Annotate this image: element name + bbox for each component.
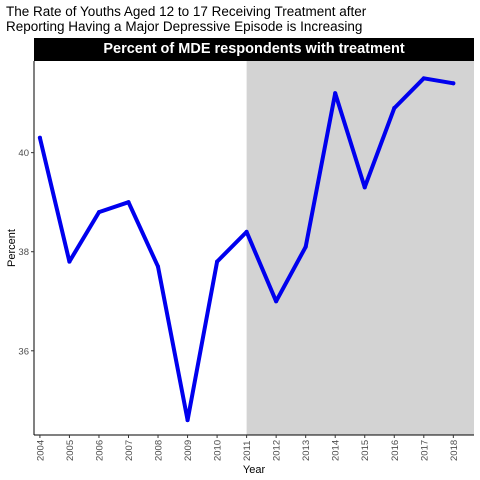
x-tick-label: 2006 — [94, 440, 105, 461]
chart-title-line-1: The Rate of Youths Aged 12 to 17 Receivi… — [6, 4, 367, 19]
x-tick-label: 2010 — [213, 440, 224, 461]
x-tick-label: 2007 — [124, 440, 135, 461]
chart-title-line-2: Reporting Having a Major Depressive Epis… — [6, 19, 363, 34]
x-tick-label: 2016 — [390, 440, 401, 461]
data-point — [451, 81, 456, 86]
x-tick-label: 2004 — [35, 440, 46, 461]
x-tick-label: 2008 — [154, 440, 165, 461]
x-tick-label: 2015 — [360, 440, 371, 461]
data-point — [333, 91, 338, 96]
data-point — [185, 418, 190, 423]
data-point — [244, 229, 249, 234]
data-point — [362, 185, 367, 190]
data-point — [421, 76, 426, 81]
data-point — [392, 106, 397, 111]
data-point — [156, 264, 161, 269]
panel-strip-title: Percent of MDE respondents with treatmen… — [34, 38, 474, 61]
x-tick-label: 2018 — [449, 440, 460, 461]
y-tick-label: 36 — [18, 346, 29, 357]
data-point — [37, 135, 42, 140]
y-axis-title: Percent — [6, 229, 18, 267]
data-point — [215, 259, 220, 264]
data-point — [303, 244, 308, 249]
data-point — [96, 210, 101, 215]
data-point — [126, 200, 131, 205]
x-tick-label: 2012 — [272, 440, 283, 461]
y-tick-label: 40 — [18, 148, 29, 159]
x-tick-label: 2009 — [183, 440, 194, 461]
shaded-region — [246, 61, 474, 435]
x-axis-title: Year — [243, 464, 266, 476]
x-tick-label: 2005 — [65, 440, 76, 461]
data-point — [274, 299, 279, 304]
x-tick-label: 2014 — [331, 440, 342, 461]
y-tick-label: 38 — [18, 247, 29, 258]
chart-title: The Rate of Youths Aged 12 to 17 Receivi… — [6, 4, 474, 34]
data-point — [67, 259, 72, 264]
x-tick-label: 2011 — [242, 441, 253, 461]
x-tick-label: 2017 — [419, 440, 430, 461]
x-tick-label: 2013 — [301, 440, 312, 461]
